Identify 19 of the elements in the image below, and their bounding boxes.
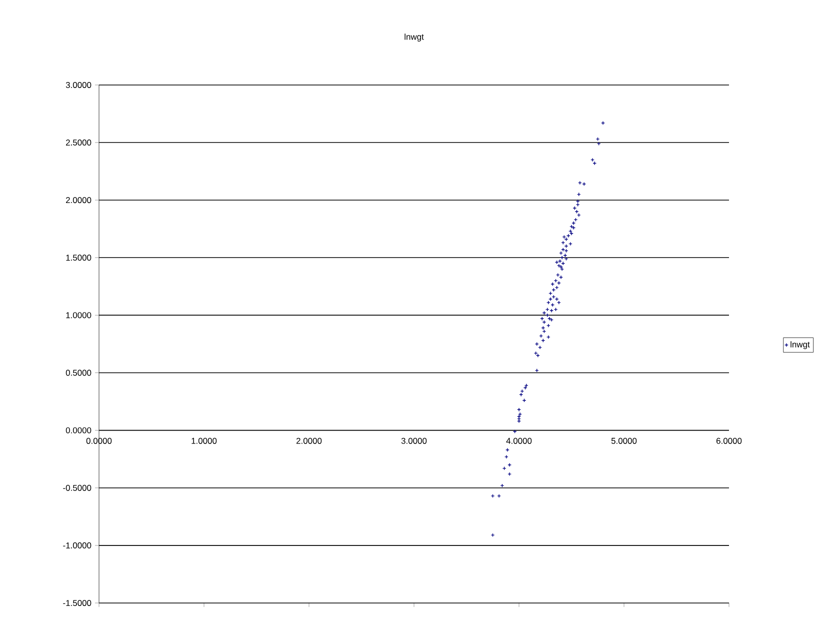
y-tick-label: 2.0000: [66, 197, 92, 204]
y-tick-label: 1.0000: [66, 312, 92, 318]
legend-label: lnwgt: [790, 341, 810, 350]
x-tick-label: 0.0000: [86, 438, 112, 444]
chart-title: lnwgt: [404, 34, 424, 42]
y-tick-label: -1.0000: [63, 542, 92, 548]
x-tick-label: 2.0000: [296, 438, 322, 444]
x-tick-label: 1.0000: [192, 438, 217, 444]
x-tick-label: 5.0000: [611, 438, 637, 444]
x-tick-label: 3.0000: [401, 438, 427, 444]
x-tick-label: 4.0000: [506, 438, 532, 444]
y-tick-label: 1.5000: [66, 254, 92, 261]
y-tick-label: 0.5000: [66, 370, 92, 376]
y-tick-label: 3.0000: [66, 82, 92, 88]
y-tick-label: 0.0000: [66, 427, 92, 434]
x-tick-label: 6.0000: [716, 438, 742, 444]
y-tick-label: -1.5000: [63, 600, 92, 606]
y-tick-label: 2.5000: [66, 140, 92, 146]
y-tick-label: -0.5000: [63, 484, 92, 491]
